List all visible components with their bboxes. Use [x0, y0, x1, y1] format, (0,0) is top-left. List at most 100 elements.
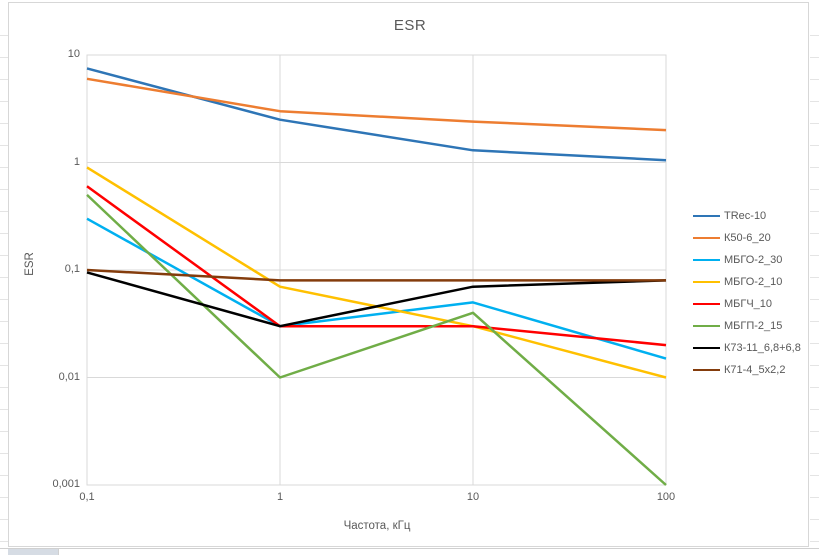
sheet-row-line: [810, 365, 819, 366]
sheet-cell[interactable]: [788, 549, 819, 555]
legend-swatch: [693, 259, 720, 261]
legend-swatch: [693, 237, 720, 239]
legend-item: МБГО-2_10: [693, 271, 801, 293]
y-tick-label: 10: [67, 48, 80, 60]
y-tick-label: 0,1: [64, 263, 80, 275]
legend-swatch: [693, 303, 720, 305]
sheet-row-line: [0, 387, 9, 388]
legend-item: МБГО-2_30: [693, 249, 801, 271]
x-tick-label: 1: [276, 491, 284, 503]
legend-swatch: [693, 325, 720, 327]
sheet-row-line: [810, 145, 819, 146]
legend-item: TRec-10: [693, 205, 801, 227]
sheet-row-line: [0, 255, 9, 256]
legend-label: К50-6_20: [724, 232, 771, 244]
worksheet-cell-row: [0, 548, 819, 555]
sheet-row-line: [810, 387, 819, 388]
series-line: [86, 271, 667, 328]
sheet-row-line: [0, 475, 9, 476]
sheet-row-line: [810, 431, 819, 432]
chart-legend: TRec-10 К50-6_20 МБГО-2_30 МБГО-2_10 МБГЧ_10…: [693, 205, 801, 381]
legend-item: МБГП-2_15: [693, 315, 801, 337]
sheet-row-line: [0, 57, 9, 58]
sheet-row-line: [810, 101, 819, 102]
sheet-row-line: [0, 189, 9, 190]
legend-label: МБГЧ_10: [724, 298, 773, 310]
legend-label: К73-11_6,8+6,8: [724, 342, 801, 354]
x-tick-label: 10: [466, 491, 480, 503]
legend-label: МБГО-2_30: [724, 254, 783, 266]
sheet-row-line: [0, 101, 9, 102]
sheet-row-line: [810, 541, 819, 542]
sheet-row-line: [0, 79, 9, 80]
y-tick-label: 0,001: [52, 478, 80, 490]
legend-item: МБГЧ_10: [693, 293, 801, 315]
legend-label: К71-4_5х2,2: [724, 364, 786, 376]
sheet-row-line: [0, 497, 9, 498]
sheet-row-line: [810, 409, 819, 410]
series-line: [86, 268, 666, 282]
sheet-row-line: [810, 167, 819, 168]
chart-object[interactable]: [8, 2, 809, 547]
series-line: [86, 67, 667, 162]
series-line: [86, 193, 667, 486]
sheet-row-line: [0, 321, 9, 322]
sheet-row-line: [0, 519, 9, 520]
y-axis-title: ESR: [23, 252, 36, 276]
sheet-row-line: [0, 145, 9, 146]
sheet-row-line: [0, 343, 9, 344]
worksheet-left-edge: [0, 0, 9, 554]
x-tick-label: 100: [656, 491, 676, 503]
sheet-row-line: [810, 299, 819, 300]
legend-swatch: [693, 215, 720, 217]
sheet-row-line: [0, 365, 9, 366]
legend-label: МБГП-2_15: [724, 320, 783, 332]
sheet-row-line: [0, 409, 9, 410]
sheet-row-line: [0, 453, 9, 454]
chart-title: ESR: [393, 17, 427, 34]
sheet-row-line: [810, 277, 819, 278]
sheet-row-line: [0, 431, 9, 432]
sheet-row-line: [0, 541, 9, 542]
series-line: [86, 77, 667, 132]
sheet-row-line: [0, 167, 9, 168]
legend-label: МБГО-2_10: [724, 276, 783, 288]
legend-swatch: [693, 347, 720, 349]
selected-cell[interactable]: [8, 549, 59, 555]
sheet-row-line: [0, 211, 9, 212]
sheet-row-line: [810, 343, 819, 344]
legend-item: К71-4_5х2,2: [693, 359, 801, 381]
sheet-row-line: [810, 233, 819, 234]
sheet-row-line: [810, 255, 819, 256]
legend-item: К73-11_6,8+6,8: [693, 337, 801, 359]
sheet-row-line: [810, 475, 819, 476]
sheet-row-line: [0, 123, 9, 124]
series-line: [86, 217, 667, 360]
x-axis-title: Частота, кГц: [343, 520, 411, 532]
y-tick-label: 1: [73, 155, 80, 168]
sheet-row-line: [810, 211, 819, 212]
sheet-row-line: [0, 233, 9, 234]
legend-swatch: [693, 281, 720, 283]
legend-item: К50-6_20: [693, 227, 801, 249]
sheet-row-line: [810, 123, 819, 124]
series-line: [86, 185, 667, 347]
x-tick-label: 0,1: [79, 491, 95, 503]
sheet-row-line: [810, 321, 819, 322]
worksheet-right-edge: [810, 0, 819, 554]
sheet-row-line: [810, 453, 819, 454]
legend-swatch: [693, 369, 720, 371]
sheet-row-line: [810, 497, 819, 498]
y-tick-label: 0,01: [58, 370, 80, 383]
legend-label: TRec-10: [724, 210, 767, 222]
sheet-row-line: [0, 35, 9, 36]
sheet-row-line: [810, 519, 819, 520]
sheet-row-line: [810, 35, 819, 36]
sheet-row-line: [810, 57, 819, 58]
sheet-row-line: [0, 277, 9, 278]
sheet-row-line: [810, 189, 819, 190]
sheet-row-line: [810, 79, 819, 80]
sheet-row-line: [0, 299, 9, 300]
